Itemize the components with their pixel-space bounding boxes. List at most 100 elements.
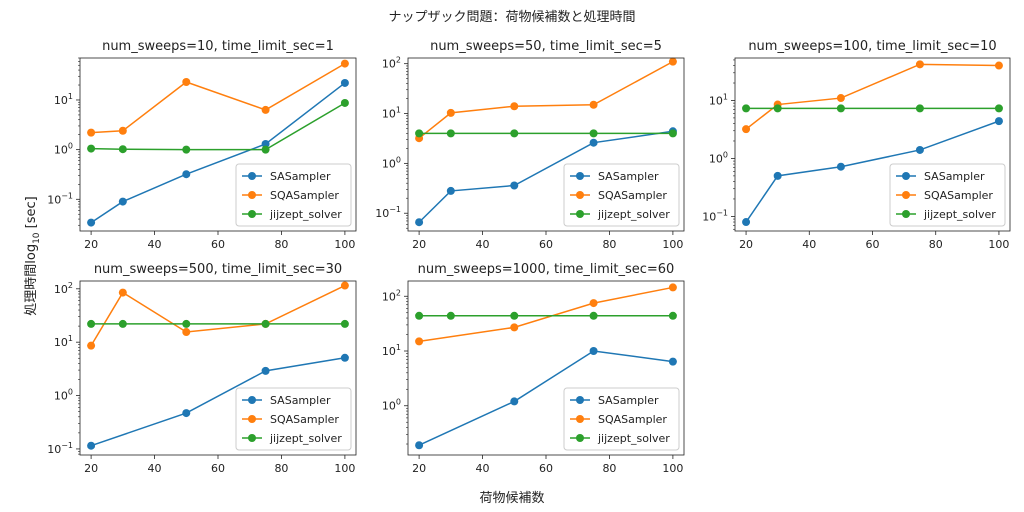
data-point-SQASampler <box>589 299 598 308</box>
legend: SASampler SQASampler jijzept_solver <box>889 163 1006 227</box>
y-tick-label: 101 <box>382 343 401 358</box>
data-point-jijzept_solver <box>182 145 191 154</box>
data-point-jijzept_solver <box>118 319 127 328</box>
y-tick-label: 10−1 <box>47 441 73 456</box>
legend-marker <box>576 191 584 199</box>
data-point-SQASampler <box>915 60 924 69</box>
legend-label: jijzept_solver <box>269 208 342 221</box>
subplot-2: num_sweeps=50, time_limit_sec=5 20 40 60 80 1… <box>375 39 685 251</box>
data-point-SQASampler <box>668 283 677 292</box>
data-point-SASampler <box>510 181 519 190</box>
data-point-jijzept_solver <box>446 129 455 138</box>
data-point-SASampler <box>261 139 270 148</box>
x-tick-label: 100 <box>334 462 355 475</box>
legend-marker <box>248 172 256 180</box>
y-label-sub: 10 <box>32 232 42 244</box>
data-point-SASampler <box>742 218 751 227</box>
legend-marker <box>248 210 256 218</box>
legend-label: SQASampler <box>598 413 667 426</box>
data-point-jijzept_solver <box>915 104 924 113</box>
data-point-SASampler <box>915 145 924 154</box>
data-point-SASampler <box>836 162 845 171</box>
x-tick-label: 40 <box>802 238 816 251</box>
subplot-4: num_sweeps=500, time_limit_sec=30 20 40 60 8… <box>47 262 357 475</box>
x-tick-label: 60 <box>539 462 553 475</box>
data-point-jijzept_solver <box>415 311 424 320</box>
x-tick-label: 20 <box>412 462 426 475</box>
data-point-SQASampler <box>742 125 751 134</box>
data-point-SQASampler <box>118 288 127 297</box>
data-point-jijzept_solver <box>589 311 598 320</box>
data-point-SQASampler <box>994 61 1003 70</box>
legend-label: jijzept_solver <box>923 208 996 221</box>
legend-label: SQASampler <box>598 189 667 202</box>
x-tick-label: 40 <box>148 238 162 251</box>
legend-label: jijzept_solver <box>269 432 342 445</box>
subplot-title: num_sweeps=50, time_limit_sec=5 <box>430 39 662 54</box>
data-point-SQASampler <box>836 94 845 103</box>
subplot-title: num_sweeps=100, time_limit_sec=10 <box>748 39 996 54</box>
legend-label: SQASampler <box>270 413 339 426</box>
legend-label: SASampler <box>598 394 659 407</box>
data-point-SASampler <box>589 347 598 356</box>
data-point-jijzept_solver <box>589 129 598 138</box>
data-point-jijzept_solver <box>261 319 270 328</box>
y-tick-label: 100 <box>709 150 728 165</box>
x-tick-label: 40 <box>148 462 162 475</box>
data-point-jijzept_solver <box>510 311 519 320</box>
data-point-SASampler <box>415 441 424 450</box>
y-tick-label: 10−1 <box>702 208 728 223</box>
legend-marker <box>248 396 256 404</box>
data-point-jijzept_solver <box>182 319 191 328</box>
x-tick-label: 20 <box>84 462 98 475</box>
y-tick-label: 10−1 <box>47 191 73 206</box>
subplot-title: num_sweeps=1000, time_limit_sec=60 <box>418 262 675 277</box>
x-tick-label: 80 <box>929 238 943 251</box>
x-tick-label: 20 <box>739 238 753 251</box>
data-point-SQASampler <box>589 100 598 109</box>
legend-marker <box>576 210 584 218</box>
legend-marker <box>576 415 584 423</box>
legend-label: SQASampler <box>924 189 993 202</box>
legend: SASampler SQASampler jijzept_solver <box>563 163 680 227</box>
legend-marker <box>902 172 910 180</box>
legend-box <box>889 163 1006 227</box>
x-tick-label: 80 <box>274 462 288 475</box>
data-point-SQASampler <box>340 59 349 68</box>
y-tick-label: 100 <box>382 155 401 170</box>
data-point-SASampler <box>446 186 455 195</box>
legend: SASampler SQASampler jijzept_solver <box>563 387 680 451</box>
legend-marker <box>576 434 584 442</box>
data-point-SASampler <box>182 409 191 418</box>
legend-label: jijzept_solver <box>597 432 670 445</box>
y-tick-label: 101 <box>382 106 401 121</box>
x-tick-label: 80 <box>602 238 616 251</box>
x-axis-label: 荷物候補数 <box>479 491 544 506</box>
data-point-jijzept_solver <box>87 144 96 153</box>
legend-marker <box>248 191 256 199</box>
legend: SASampler SQASampler jijzept_solver <box>235 387 352 451</box>
data-point-SQASampler <box>415 337 424 346</box>
legend-box <box>235 163 352 227</box>
legend-marker <box>902 191 910 199</box>
axes-frame <box>407 57 685 232</box>
data-point-jijzept_solver <box>668 129 677 138</box>
data-point-SQASampler <box>182 78 191 87</box>
data-point-SASampler <box>773 171 782 180</box>
subplot-title: num_sweeps=10, time_limit_sec=1 <box>102 39 334 54</box>
x-tick-label: 20 <box>84 238 98 251</box>
data-point-SASampler <box>589 138 598 147</box>
x-tick-label: 100 <box>662 462 683 475</box>
data-point-jijzept_solver <box>510 129 519 138</box>
data-point-jijzept_solver <box>668 311 677 320</box>
data-point-SQASampler <box>118 126 127 135</box>
data-point-jijzept_solver <box>836 104 845 113</box>
data-point-SASampler <box>668 357 677 366</box>
legend: SASampler SQASampler jijzept_solver <box>235 163 352 227</box>
data-point-SASampler <box>87 441 96 450</box>
legend-box <box>563 387 680 451</box>
data-point-jijzept_solver <box>773 104 782 113</box>
series-line-SQASampler <box>418 286 674 343</box>
legend-label: SASampler <box>598 170 659 183</box>
